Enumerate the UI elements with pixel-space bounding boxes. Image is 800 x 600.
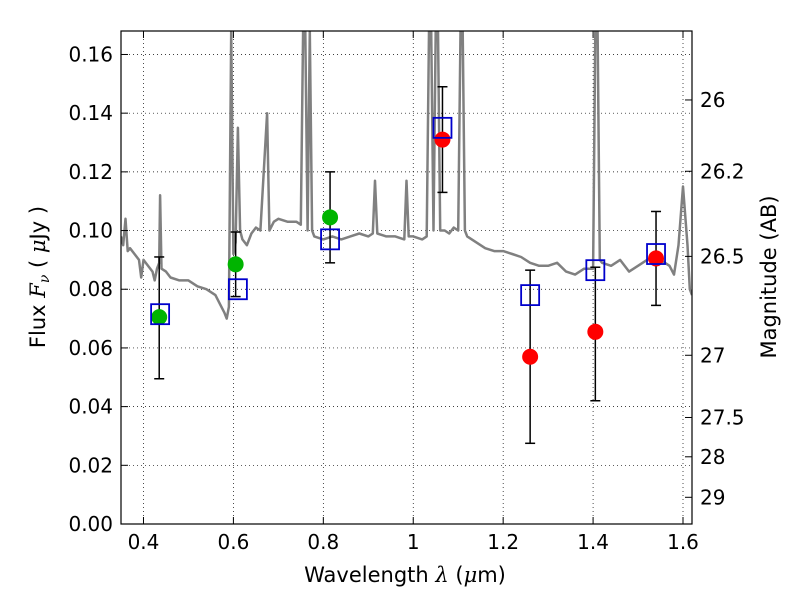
y-tick-label: 0.16 <box>68 42 113 66</box>
model-band-marker <box>520 284 541 307</box>
model-band-marker <box>646 243 666 265</box>
y2-tick-label: 26.2 <box>700 159 745 183</box>
spectrum-layer <box>121 31 692 320</box>
marker-layer <box>150 116 666 365</box>
x-tick-label: 1.4 <box>577 530 609 554</box>
tick-layer: 0.4 0.6 0.8 1 1.2 1.4 1.6 0.00 0.02 0.04 0.06 0.08 0… <box>68 31 745 554</box>
x-tick-label: 0.4 <box>128 530 160 554</box>
x-tick-label: 1 <box>407 530 420 554</box>
flux-point <box>151 309 168 326</box>
model-band-marker <box>432 116 453 139</box>
y-tick-label: 0.00 <box>68 512 113 536</box>
flux-point <box>522 348 539 365</box>
y-tick-label: 0.12 <box>68 160 113 184</box>
x-tick-label: 0.6 <box>217 530 249 554</box>
y-tick-label: 0.04 <box>68 395 113 419</box>
y2-tick-label: 28 <box>700 445 725 469</box>
model-band-marker <box>320 228 340 251</box>
y2-tick-label: 26 <box>700 88 725 112</box>
grid <box>121 31 692 524</box>
y2-tick-label: 29 <box>700 485 725 509</box>
y-tick-label: 0.08 <box>68 277 113 301</box>
flux-point <box>227 256 244 273</box>
flux-point <box>587 323 604 340</box>
y2-tick-label: 27.5 <box>700 405 745 429</box>
flux-point <box>434 131 451 148</box>
y-axis-label: Flux Fν ( μJy ) <box>26 206 53 348</box>
model-band-marker <box>585 259 606 282</box>
y2-tick-label: 27 <box>700 343 725 367</box>
flux-point <box>322 209 339 226</box>
flux-point <box>648 250 665 267</box>
x-axis-label: Wavelength λ (μm) <box>304 563 506 587</box>
x-tick-label: 1.6 <box>667 530 699 554</box>
y-tick-label: 0.06 <box>68 336 113 360</box>
x-tick-label: 1.2 <box>487 530 519 554</box>
model-band-marker <box>150 303 171 326</box>
x-tick-label: 0.8 <box>307 530 339 554</box>
y2-axis-label: Magnitude (AB) <box>757 195 781 358</box>
spectrum-line <box>121 31 692 320</box>
plot-frame <box>120 30 693 525</box>
y-tick-label: 0.14 <box>68 101 113 125</box>
y-tick-label: 0.10 <box>68 219 113 243</box>
model-band-marker <box>227 278 248 301</box>
y2-tick-label: 26.5 <box>700 244 745 268</box>
y-tick-label: 0.02 <box>68 453 113 477</box>
